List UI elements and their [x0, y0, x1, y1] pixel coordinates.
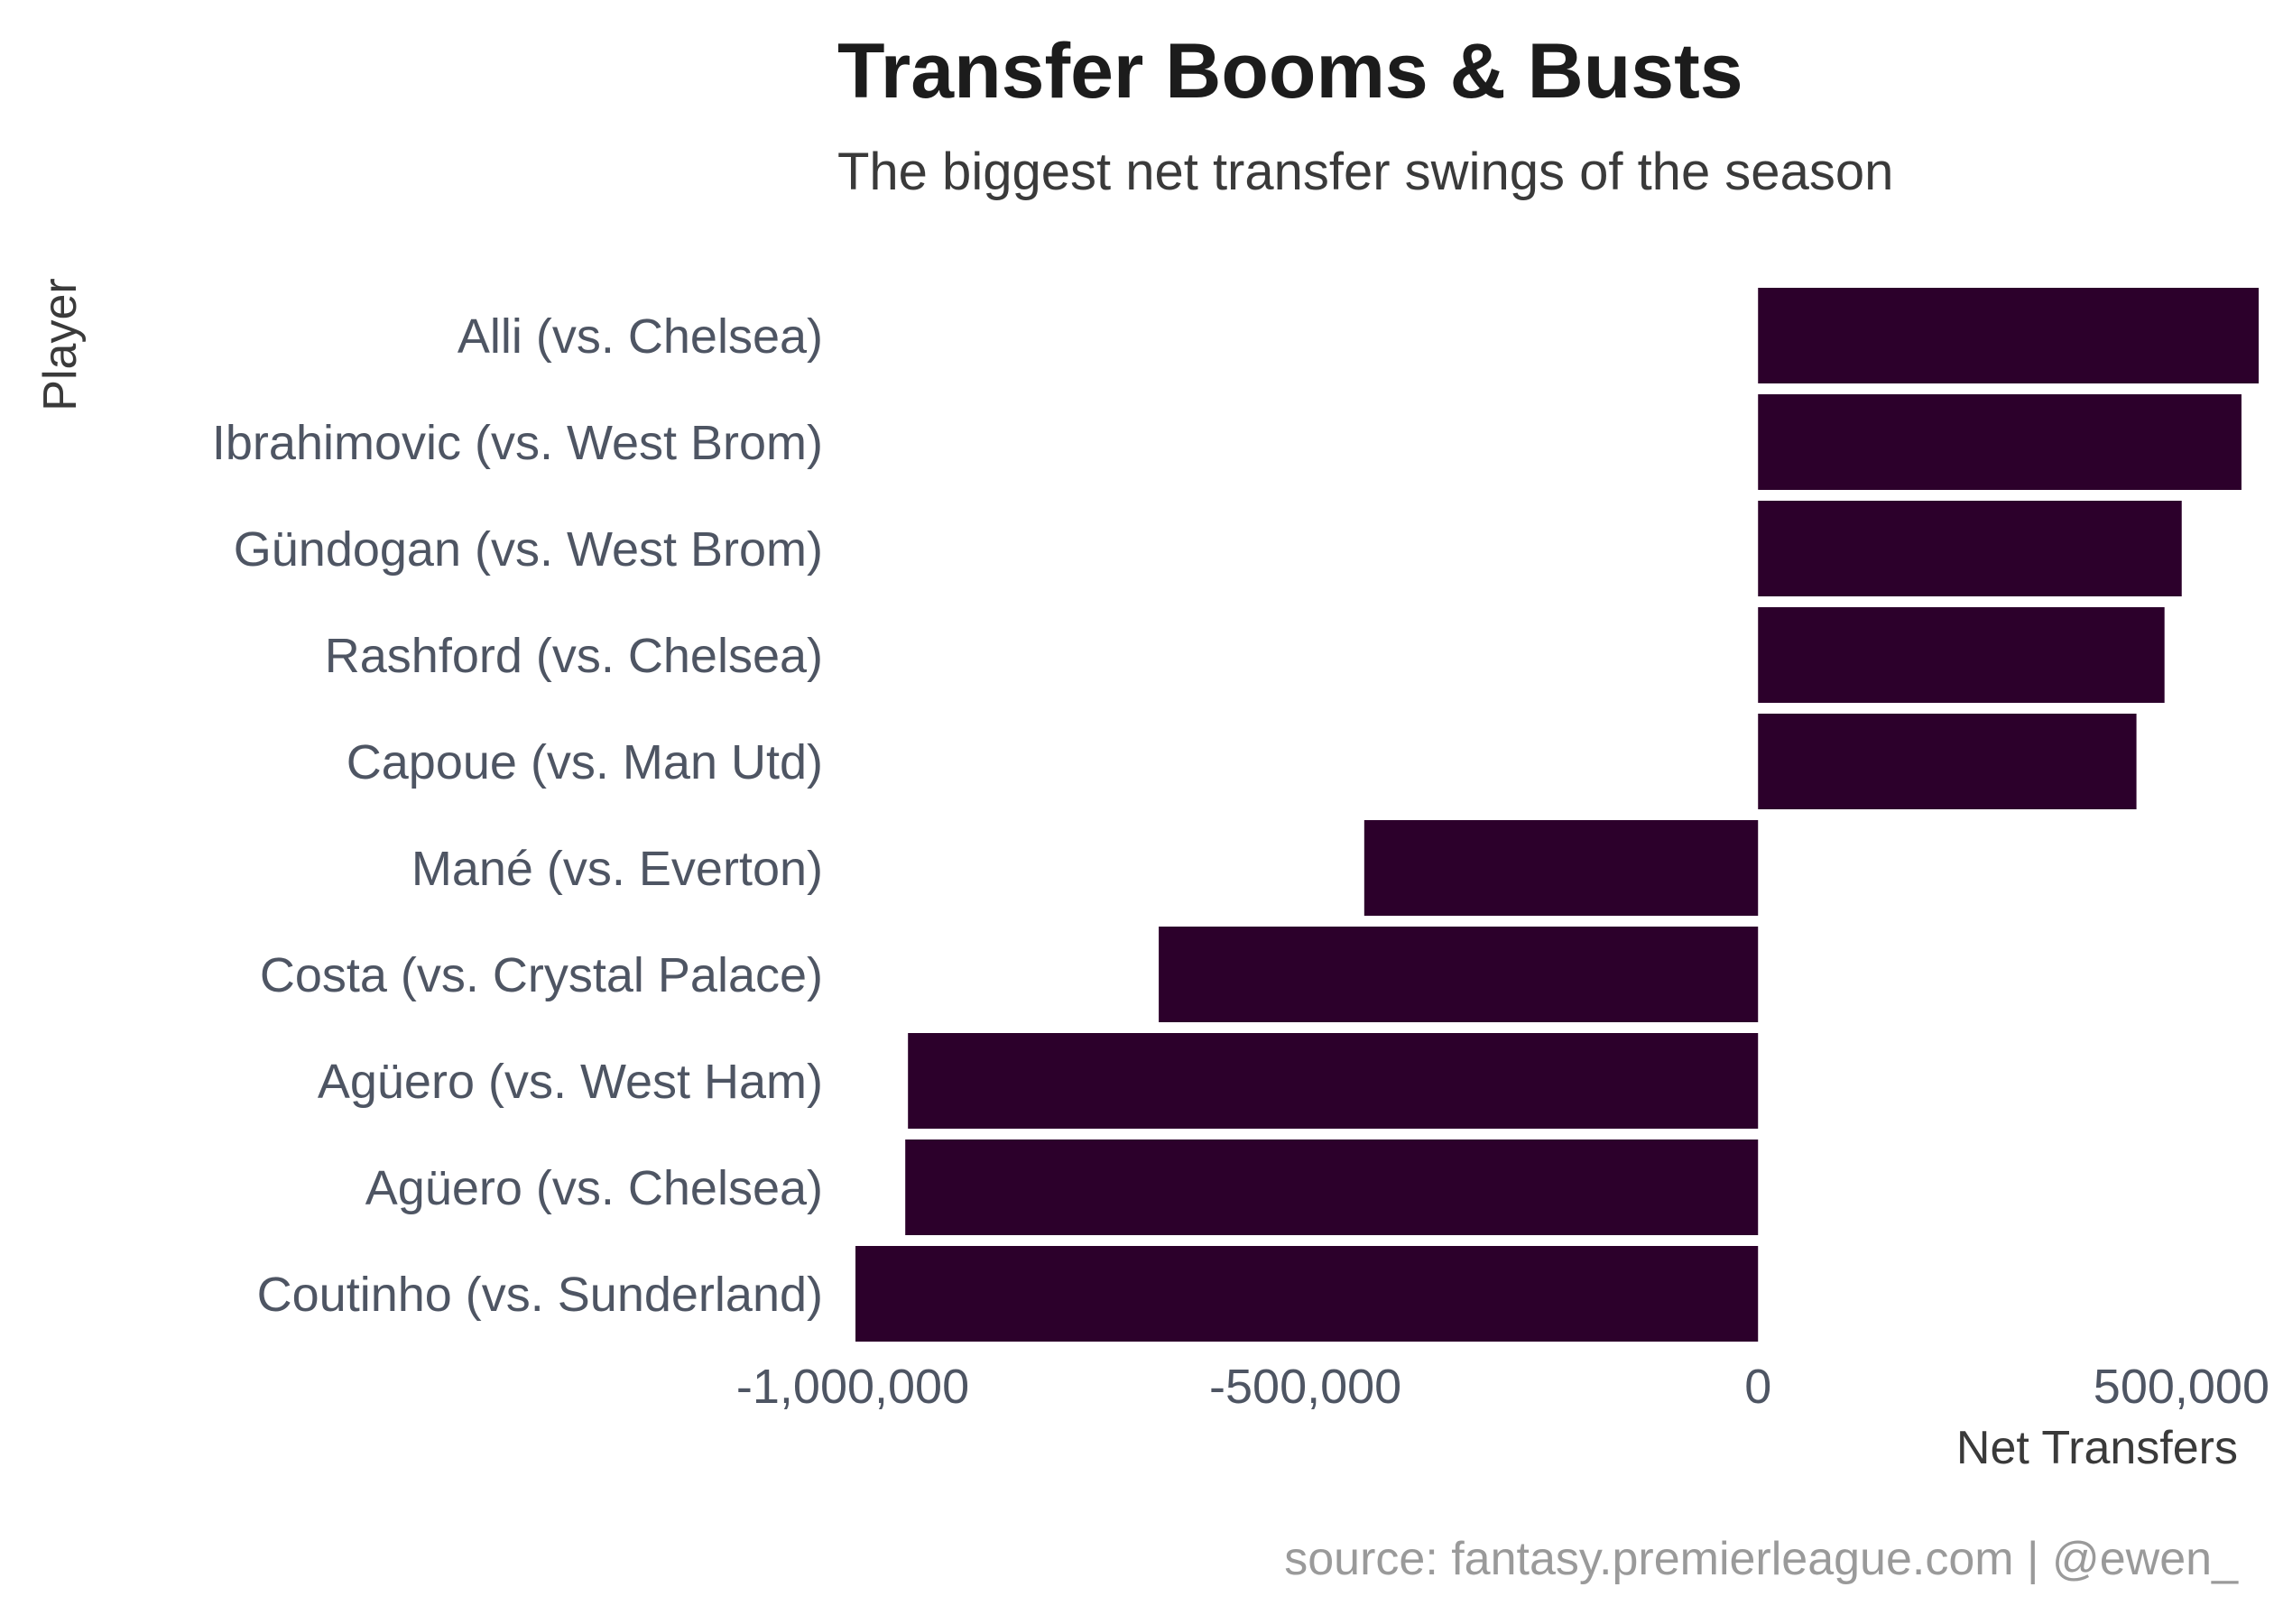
category-label: Agüero (vs. West Ham) [318, 1055, 823, 1109]
bar [1159, 927, 1759, 1022]
category-label: Agüero (vs. Chelsea) [365, 1161, 823, 1215]
y-axis-title: Player [34, 278, 87, 411]
chart-subtitle: The biggest net transfer swings of the s… [837, 143, 1893, 201]
category-label: Ibrahimovic (vs. West Brom) [212, 416, 823, 470]
chart-title: Transfer Booms & Busts [837, 28, 1743, 115]
category-label: Coutinho (vs. Sunderland) [257, 1268, 823, 1322]
category-labels: Alli (vs. Chelsea) Ibrahimovic (vs. West … [212, 309, 823, 1322]
x-axis-title: Net Transfers [1956, 1422, 2238, 1474]
x-tick-label: -500,000 [1209, 1360, 1401, 1414]
bar [1758, 394, 2242, 490]
category-label: Gündogan (vs. West Brom) [234, 522, 823, 577]
caption: source: fantasy.premierleague.com | @ewe… [1284, 1533, 2239, 1585]
bar [855, 1246, 1759, 1342]
bar [1758, 714, 2137, 809]
bar [1758, 501, 2182, 596]
bar [908, 1033, 1759, 1129]
bar [1363, 820, 1759, 916]
bar [1758, 288, 2260, 383]
category-label: Capoue (vs. Man Utd) [347, 735, 823, 789]
category-label: Rashford (vs. Chelsea) [325, 629, 823, 683]
bars [855, 288, 2260, 1342]
category-label: Alli (vs. Chelsea) [458, 309, 823, 364]
category-label: Costa (vs. Crystal Palace) [260, 948, 823, 1002]
x-tick-label: 500,000 [2094, 1360, 2269, 1414]
x-tick-label: -1,000,000 [736, 1360, 969, 1414]
x-axis-ticks: -1,000,000 -500,000 0 500,000 [736, 1360, 2269, 1414]
bar [905, 1140, 1759, 1235]
category-label: Mané (vs. Everton) [411, 842, 823, 896]
bar [1758, 607, 2165, 703]
x-tick-label: 0 [1744, 1360, 1771, 1414]
